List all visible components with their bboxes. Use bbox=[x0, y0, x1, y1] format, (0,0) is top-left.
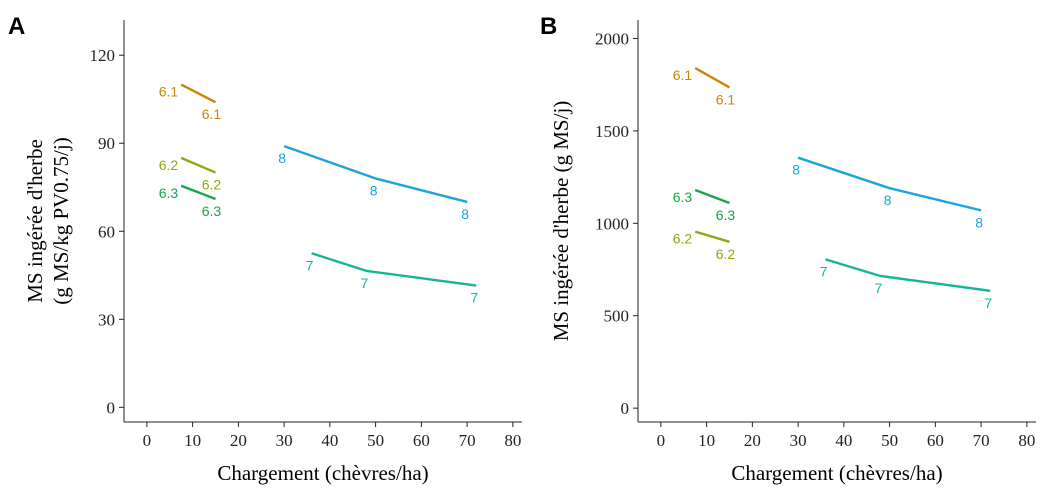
point-label: 7 bbox=[875, 280, 883, 296]
point-label: 7 bbox=[984, 295, 992, 311]
point-label: 8 bbox=[461, 206, 469, 222]
x-tick-label: 0 bbox=[143, 431, 152, 450]
x-tick-label: 0 bbox=[657, 431, 666, 450]
series-6-1: 6.1 6.1 bbox=[159, 83, 222, 122]
series-line bbox=[797, 156, 982, 212]
point-label: 7 bbox=[306, 257, 314, 273]
x-tick-label: 50 bbox=[367, 431, 384, 450]
point-label: 8 bbox=[278, 150, 286, 166]
x-tick-label: 10 bbox=[184, 431, 201, 450]
series-6-2: 6.2 6.2 bbox=[159, 156, 222, 193]
segment-end-label: 6.3 bbox=[716, 207, 736, 223]
segment-start-label: 6.3 bbox=[159, 185, 179, 201]
chart-panel-a: A 0 30 60 90 120 0 10 20 30 40 50 60 70 80 Chargement (… bbox=[8, 13, 522, 485]
y-tick-label: 1000 bbox=[595, 214, 629, 233]
point-label: 7 bbox=[820, 263, 828, 279]
segment-end-label: 6.3 bbox=[202, 203, 222, 219]
x-tick-label: 80 bbox=[1018, 431, 1035, 450]
segment-start-label: 6.1 bbox=[673, 67, 693, 83]
segment-start-label: 6.3 bbox=[673, 189, 693, 205]
series-6-2: 6.2 6.2 bbox=[673, 230, 736, 262]
point-label: 8 bbox=[884, 192, 892, 208]
segment-start-label: 6.1 bbox=[159, 84, 179, 100]
x-tick-label: 70 bbox=[459, 431, 476, 450]
y-tick-label: 0 bbox=[621, 399, 630, 418]
y-tick-label: 0 bbox=[107, 398, 116, 417]
x-tick-label: 10 bbox=[698, 431, 715, 450]
y-tick-label: 2000 bbox=[595, 29, 629, 48]
series-7: 7 7 7 bbox=[306, 252, 478, 306]
segment-start-label: 6.2 bbox=[673, 231, 693, 247]
x-tick-label: 50 bbox=[881, 431, 898, 450]
series-line bbox=[180, 156, 216, 174]
series-line bbox=[825, 258, 991, 292]
x-tick-label: 80 bbox=[504, 431, 521, 450]
series-line bbox=[180, 83, 217, 104]
series-line bbox=[694, 230, 730, 243]
x-tick-label: 60 bbox=[927, 431, 944, 450]
y-axis-title: (g MS/kg PV0.75/j) bbox=[49, 137, 73, 304]
x-tick-label: 70 bbox=[973, 431, 990, 450]
series-6-3: 6.3 6.3 bbox=[159, 184, 222, 219]
series-line bbox=[694, 188, 730, 205]
x-tick-label: 20 bbox=[230, 431, 247, 450]
segment-start-label: 6.2 bbox=[159, 157, 179, 173]
segment-end-label: 6.2 bbox=[202, 177, 222, 193]
y-tick-label: 1500 bbox=[595, 122, 629, 141]
y-tick-label: 60 bbox=[98, 222, 115, 241]
series-line bbox=[180, 184, 216, 201]
y-axis-title: MS ingérée d'herbe bbox=[23, 139, 47, 303]
segment-end-label: 6.2 bbox=[716, 246, 736, 262]
y-tick-label: 120 bbox=[90, 46, 116, 65]
y-tick-label: 90 bbox=[98, 134, 115, 153]
x-tick-label: 20 bbox=[744, 431, 761, 450]
point-label: 8 bbox=[370, 182, 378, 198]
series-8: 8 8 8 bbox=[792, 156, 983, 230]
point-label: 8 bbox=[792, 162, 800, 178]
panel-letter: A bbox=[8, 13, 25, 40]
y-tick-label: 500 bbox=[604, 307, 630, 326]
x-tick-label: 30 bbox=[276, 431, 293, 450]
segment-end-label: 6.1 bbox=[716, 91, 736, 107]
x-tick-label: 40 bbox=[321, 431, 338, 450]
y-axis-title: MS ingérée d'herbe (g MS/j) bbox=[549, 101, 573, 342]
point-label: 7 bbox=[361, 275, 369, 291]
series-line bbox=[311, 252, 477, 287]
x-axis-title: Chargement (chèvres/ha) bbox=[731, 461, 942, 485]
series-6-1: 6.1 6.1 bbox=[673, 67, 736, 107]
point-label: 8 bbox=[975, 214, 983, 230]
series-6-3: 6.3 6.3 bbox=[673, 188, 736, 223]
y-tick-label: 30 bbox=[98, 310, 115, 329]
chart-panel-b: B 0 500 1000 1500 2000 0 10 20 30 40 50 60 70 80 Charge… bbox=[540, 13, 1036, 485]
series-line bbox=[694, 67, 731, 89]
series-8: 8 8 8 bbox=[278, 145, 469, 222]
point-label: 7 bbox=[470, 290, 478, 306]
x-tick-label: 40 bbox=[835, 431, 852, 450]
x-axis-title: Chargement (chèvres/ha) bbox=[217, 461, 428, 485]
segment-end-label: 6.1 bbox=[202, 106, 222, 122]
panel-letter: B bbox=[540, 13, 557, 40]
x-tick-label: 30 bbox=[790, 431, 807, 450]
series-line bbox=[283, 145, 468, 204]
series-7: 7 7 7 bbox=[820, 258, 992, 311]
x-tick-label: 60 bbox=[413, 431, 430, 450]
